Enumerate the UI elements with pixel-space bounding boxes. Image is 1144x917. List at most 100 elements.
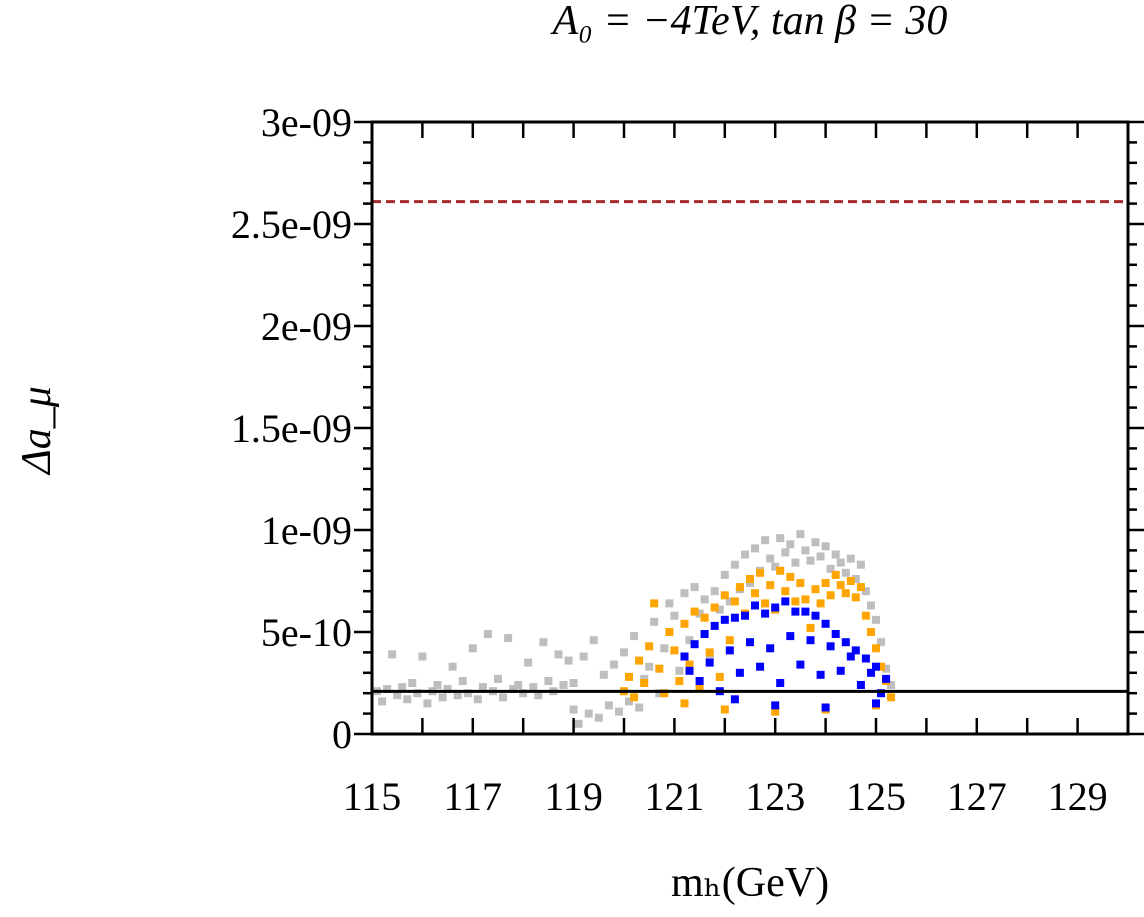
point-series-0-43: [584, 709, 593, 718]
point-series-2-27: [816, 670, 825, 679]
point-series-0-37: [559, 681, 568, 689]
x-tick-label: 115: [343, 774, 402, 819]
point-series-0-97: [856, 560, 865, 569]
point-series-0-58: [660, 644, 669, 653]
point-series-2-25: [806, 636, 815, 645]
point-series-0-54: [640, 674, 649, 683]
point-series-1-48: [861, 611, 870, 620]
point-series-2-13: [746, 638, 754, 647]
y-axis-tick-labels: 0 5e-10 1e-09 1.5e-09 2e-09 2.5e-09 3e-09: [231, 100, 352, 757]
point-series-0-6: [403, 695, 412, 704]
y-tick-label: 5e-10: [261, 610, 352, 655]
point-series-1-6: [650, 599, 659, 608]
point-series-1-28: [761, 599, 770, 608]
point-series-2-12: [741, 611, 749, 620]
y-tick-label: 3e-09: [261, 100, 352, 145]
point-series-0-3: [388, 650, 397, 659]
point-series-1-50: [872, 644, 880, 653]
point-series-0-93: [836, 558, 845, 567]
point-series-2-4: [700, 630, 709, 638]
point-series-0-79: [766, 554, 775, 563]
point-series-1-9: [665, 628, 674, 636]
point-series-1-39: [816, 599, 825, 608]
point-series-2-14: [751, 601, 759, 610]
point-series-1-44: [841, 589, 850, 598]
point-series-0-38: [564, 656, 573, 665]
x-tick-label: 127: [947, 774, 1007, 819]
point-series-0-16: [453, 691, 462, 700]
point-series-2-19: [776, 679, 785, 687]
point-series-0-24: [494, 674, 502, 683]
point-series-2-22: [791, 607, 800, 616]
point-series-1-49: [867, 628, 875, 636]
point-series-0-72: [730, 560, 739, 569]
point-series-0-69: [715, 605, 724, 614]
point-series-0-85: [796, 530, 805, 539]
point-series-1-12: [680, 619, 689, 628]
point-series-1-36: [801, 595, 810, 604]
point-series-0-10: [423, 699, 432, 708]
y-tick-label: 0: [332, 712, 352, 757]
point-series-0-32: [534, 691, 543, 700]
point-series-0-7: [408, 679, 417, 687]
point-series-0-98: [861, 587, 870, 596]
point-series-1-21: [725, 636, 734, 645]
point-series-0-91: [826, 564, 835, 573]
point-series-2-17: [766, 644, 775, 653]
point-series-1-1: [625, 672, 633, 681]
point-series-0-21: [478, 683, 487, 692]
point-series-0-29: [519, 689, 528, 698]
point-series-0-50: [620, 648, 628, 657]
point-series-2-26: [811, 611, 820, 620]
point-series-0-99: [867, 601, 875, 610]
point-series-1-32: [781, 587, 790, 596]
point-series-1-2: [630, 693, 639, 702]
point-series-1-55: [720, 705, 729, 714]
point-series-0-89: [816, 552, 825, 561]
point-series-0-101: [877, 638, 885, 647]
point-series-0-65: [695, 609, 704, 618]
point-series-0-45: [594, 713, 603, 722]
point-series-2-18: [771, 603, 780, 612]
chart-title: A₀ = −4TeV, tan β = 30: [550, 0, 948, 44]
point-series-0-27: [509, 685, 518, 694]
point-series-2-20: [781, 597, 790, 606]
point-series-1-29: [766, 581, 775, 590]
point-series-0-68: [710, 587, 719, 596]
point-series-1-15: [695, 683, 704, 692]
x-axis-tick-labels: 115 117 119 121 123 125 127 129: [343, 774, 1108, 819]
point-series-0-86: [801, 546, 810, 555]
point-series-0-4: [393, 691, 402, 700]
point-series-0-64: [690, 583, 699, 592]
point-series-1-33: [786, 572, 795, 581]
point-series-2-1: [685, 666, 694, 675]
point-series-0-34: [544, 677, 553, 685]
point-series-0-96: [851, 575, 860, 583]
point-series-0-67: [705, 652, 714, 661]
point-series-0-78: [761, 536, 770, 545]
point-series-0-74: [741, 550, 749, 559]
point-series-2-3: [695, 677, 704, 685]
point-series-2-44: [872, 699, 880, 708]
point-series-0-31: [529, 683, 538, 692]
point-series-0-13: [438, 693, 447, 702]
point-series-0-94: [841, 568, 850, 577]
series-orange-points: [620, 566, 896, 716]
point-series-1-40: [821, 579, 830, 587]
point-series-0-61: [675, 666, 684, 675]
point-series-0-90: [821, 542, 830, 551]
point-series-1-37: [806, 623, 815, 632]
point-series-2-40: [882, 674, 891, 683]
point-series-0-22: [483, 630, 492, 638]
point-series-0-70: [720, 570, 729, 579]
y-tick-label: 1e-09: [261, 508, 352, 553]
y-tick-label: 1.5e-09: [231, 406, 352, 451]
y-tick-label: 2e-09: [261, 304, 352, 349]
x-tick-label: 117: [444, 774, 503, 819]
point-series-2-28: [821, 619, 830, 628]
point-series-1-14: [690, 607, 699, 616]
point-series-0-46: [599, 670, 608, 679]
point-series-1-51: [877, 662, 885, 671]
point-series-0-66: [700, 595, 709, 604]
point-series-0-36: [554, 650, 563, 659]
